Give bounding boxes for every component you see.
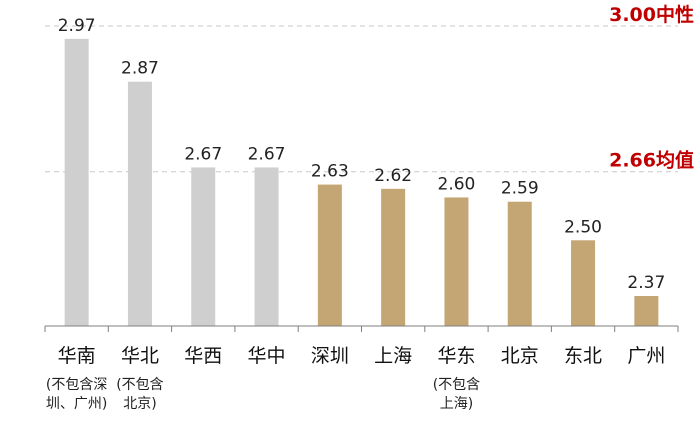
x-tick-label: 东北 <box>564 345 602 367</box>
bar <box>571 240 596 326</box>
x-tick-note: (不包含 <box>116 377 163 393</box>
bar <box>381 188 406 326</box>
reference-label: 3.00中性 <box>609 3 694 26</box>
x-tick-note: 圳、广州) <box>46 396 107 412</box>
x-tick-label: 广州 <box>627 345 665 367</box>
x-tick-label: 北京 <box>501 345 539 367</box>
bar-value-label: 2.59 <box>501 179 539 199</box>
bar-value-label: 2.62 <box>374 166 412 186</box>
x-tick-label: 深圳 <box>311 345 349 367</box>
x-tick-note: (不包含深 <box>46 377 107 393</box>
x-tick-label: 华南 <box>58 345 96 367</box>
bar-value-label: 2.67 <box>184 144 222 164</box>
bar-value-label: 2.37 <box>627 273 665 293</box>
bar-value-label: 2.50 <box>564 217 602 237</box>
x-tick-label: 上海 <box>374 345 412 367</box>
bar <box>634 296 659 326</box>
x-tick-label: 华西 <box>184 345 222 367</box>
x-tick-note: 北京) <box>123 396 156 412</box>
x-tick-note: 上海) <box>440 396 473 412</box>
bar <box>507 201 532 326</box>
bar <box>444 197 469 326</box>
reference-label: 2.66均值 <box>609 149 694 172</box>
bar <box>191 167 216 326</box>
bar <box>317 184 342 326</box>
bar-value-label: 2.97 <box>58 16 96 36</box>
x-tick-label: 华北 <box>121 345 159 367</box>
bar-value-label: 2.63 <box>311 162 349 182</box>
bar-value-label: 2.67 <box>248 144 286 164</box>
bar-value-label: 2.87 <box>121 59 159 79</box>
x-tick-label: 华东 <box>437 345 475 367</box>
bar-value-label: 2.60 <box>438 174 476 194</box>
bar <box>127 81 152 326</box>
bar <box>64 38 89 326</box>
x-tick-note: (不包含 <box>433 377 480 393</box>
bar <box>254 167 279 326</box>
x-tick-label: 华中 <box>248 345 286 367</box>
